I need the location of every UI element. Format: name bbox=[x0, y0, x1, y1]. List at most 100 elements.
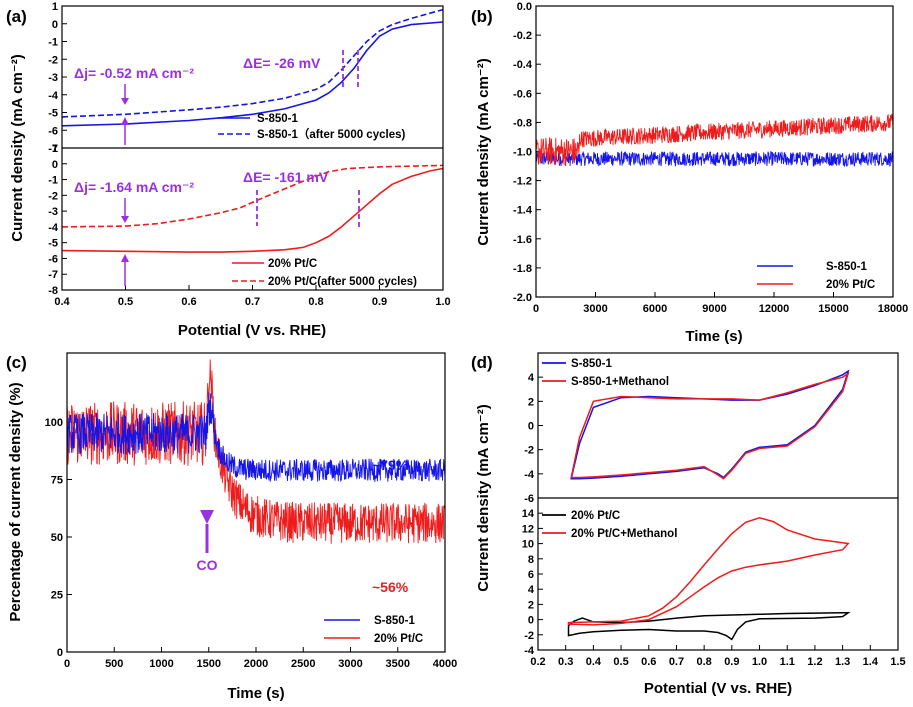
panel-b-frame bbox=[535, 5, 894, 298]
b-x-tick-label-1: 3000 bbox=[583, 303, 607, 315]
panel-d-frame bbox=[537, 352, 899, 651]
a-x-tick-label-1: 0.5 bbox=[118, 296, 133, 308]
panel-label-c: (c) bbox=[6, 353, 27, 372]
b-x-tick-label-5: 15000 bbox=[818, 303, 849, 315]
a-y-axis-label: Current density (mA cm⁻²) bbox=[9, 54, 26, 241]
d-bot-series-0 bbox=[567, 612, 851, 641]
b-y-axis-label: Current density (mA cm⁻²) bbox=[475, 58, 492, 245]
a-top-y-tick-label-2: -1 bbox=[48, 37, 58, 49]
c-x-tick-label-2: 1000 bbox=[149, 658, 173, 670]
panel-b: 0.0 -0.2 -0.4 -0.6 -0.8 -1.0 -1.2 -1.4 -1.6 -1.8 -… bbox=[475, 1, 908, 345]
a-top-y-tick-label-8: -7 bbox=[48, 143, 58, 155]
b-y-tick-label-4: -0.8 bbox=[513, 117, 532, 129]
b-x-axis-label: Time (s) bbox=[685, 328, 742, 345]
d-bot-y-tick-label-4: 6 bbox=[528, 569, 534, 581]
b-x-tick-label-4: 12000 bbox=[759, 303, 790, 315]
a-bot-y-tick-label-6: -5 bbox=[48, 238, 58, 250]
b-x-tick-label-0: 0 bbox=[533, 303, 539, 315]
c-x-tick-label-4: 2000 bbox=[244, 658, 268, 670]
c-x-tick-label-6: 3000 bbox=[338, 658, 362, 670]
d-bot-legend-label-0: 20% Pt/C bbox=[571, 510, 620, 522]
panel-d: 4 2 0 -2 -4 -6 14 12 10 8 6 4 2 0 -2 -4 0.2 0.3 0.4 0.5 0.… bbox=[475, 352, 906, 697]
a-top-y-tick-label-0: 1 bbox=[52, 1, 58, 13]
panel-label-a: (a) bbox=[6, 7, 27, 26]
a-bot-legend: 20% Pt/C 20% Pt/C(after 5000 cycles) bbox=[232, 258, 417, 288]
c-x-tick-label-3: 1500 bbox=[197, 658, 221, 670]
d-top-y-tick-label-4: -4 bbox=[524, 469, 535, 481]
d-bot-y-tick-label-3: 8 bbox=[528, 554, 534, 566]
a-top-legend: S-850-1 S-850-1（after 5000 cycles) bbox=[218, 113, 405, 141]
d-bot-y-tick-label-2: 10 bbox=[522, 539, 534, 551]
d-x-tick-label-11: 1.3 bbox=[835, 656, 850, 668]
a-top-series-1 bbox=[61, 8, 444, 118]
a-x-tick-label-5: 0.9 bbox=[372, 296, 387, 308]
a-bot-arrowhead-up bbox=[121, 254, 129, 262]
b-y-tick-label-1: -0.2 bbox=[513, 30, 532, 42]
a-bot-y-tick-label-2: -1 bbox=[48, 175, 58, 187]
a-bot-y-tick-label-8: -7 bbox=[48, 269, 58, 281]
d-bot-legend-label-1: 20% Pt/C+Methanol bbox=[571, 528, 677, 540]
d-top-y-tick-label-2: 0 bbox=[528, 421, 534, 433]
panel-label-b: (b) bbox=[471, 7, 493, 26]
panel-a: 1 0 -1 -2 -3 -4 -5 -6 -7 1 0 -1 -2 -3 -4 -5 -6 -7 -8 0.4 0… bbox=[9, 1, 451, 339]
c-legend: S-850-1 20% Pt/C bbox=[324, 615, 423, 645]
d-top-legend-label-1: S-850-1+Methanol bbox=[571, 376, 669, 388]
a-top-y-tick-label-5: -4 bbox=[48, 90, 59, 102]
c-x-tick-label-7: 3500 bbox=[386, 658, 410, 670]
b-y-tick-label-6: -1.2 bbox=[513, 176, 532, 188]
c-x-tick-label-0: 0 bbox=[64, 658, 70, 670]
b-legend: S-850-1 20% Pt/C bbox=[757, 261, 875, 291]
b-y-tick-label-9: -1.8 bbox=[513, 263, 532, 275]
a-x-tick-label-3: 0.7 bbox=[245, 296, 260, 308]
c-y-tick-label-0: 0 bbox=[57, 647, 63, 659]
a-top-y-tick-label-3: -2 bbox=[48, 54, 58, 66]
d-x-axis-label: Potential (V vs. RHE) bbox=[644, 680, 792, 697]
c-series-1 bbox=[66, 359, 446, 544]
c-co-arrowhead bbox=[200, 510, 214, 524]
c-x-axis-label: Time (s) bbox=[227, 685, 284, 702]
c-y-tick-label-4: 100 bbox=[45, 417, 63, 429]
c-red-pct: ~56% bbox=[372, 579, 409, 595]
a-bot-y-tick-label-5: -4 bbox=[48, 222, 59, 234]
c-blue-pct: ~79% bbox=[372, 457, 409, 473]
a-bot-legend-label-1: 20% Pt/C(after 5000 cycles) bbox=[268, 276, 417, 288]
c-y-tick-label-1: 25 bbox=[51, 590, 63, 602]
d-y-axis-label: Current density (mA cm⁻²) bbox=[475, 404, 492, 591]
d-top-y-tick-label-0: 4 bbox=[528, 372, 535, 384]
a-x-axis-label: Potential (V vs. RHE) bbox=[178, 322, 326, 339]
b-y-tick-label-7: -1.4 bbox=[513, 205, 533, 217]
a-top-series-0 bbox=[61, 21, 444, 127]
b-series-1 bbox=[535, 114, 894, 166]
c-x-tick-label-1: 500 bbox=[105, 658, 123, 670]
b-legend-label-1: 20% Pt/C bbox=[826, 279, 875, 291]
c-series-0 bbox=[66, 392, 446, 483]
a-top-y-tick-label-1: 0 bbox=[52, 19, 58, 31]
a-top-legend-label-1: S-850-1（after 5000 cycles) bbox=[257, 127, 405, 141]
b-y-tick-label-2: -0.4 bbox=[513, 59, 533, 71]
d-x-tick-label-6: 0.8 bbox=[697, 656, 712, 668]
d-bot-y-tick-label-7: 0 bbox=[528, 615, 534, 627]
d-x-tick-label-13: 1.5 bbox=[890, 656, 905, 668]
d-bot-y-tick-label-5: 4 bbox=[528, 584, 535, 596]
c-x-tick-label-5: 2500 bbox=[291, 658, 315, 670]
a-top-dj-annotation: Δj= -0.52 mA cm⁻² bbox=[74, 65, 194, 81]
a-bot-series-1 bbox=[61, 164, 444, 228]
d-bot-y-tick-label-9: -4 bbox=[524, 645, 535, 657]
a-top-y-tick-label-7: -6 bbox=[48, 125, 58, 137]
b-series-0 bbox=[535, 150, 894, 168]
c-y-tick-label-2: 50 bbox=[51, 532, 63, 544]
d-x-tick-label-9: 1.1 bbox=[780, 656, 795, 668]
d-x-tick-label-1: 0.3 bbox=[558, 656, 573, 668]
d-top-legend-label-0: S-850-1 bbox=[571, 358, 613, 370]
d-bot-legend: 20% Pt/C 20% Pt/C+Methanol bbox=[542, 510, 677, 540]
c-y-axis-label: Percentage of current density (%) bbox=[7, 382, 24, 621]
d-x-tick-label-0: 0.2 bbox=[530, 656, 545, 668]
a-bot-y-tick-label-1: 0 bbox=[52, 159, 58, 171]
b-y-tick-label-5: -1.0 bbox=[513, 147, 532, 159]
c-co-label: CO bbox=[197, 557, 218, 573]
d-top-y-tick-label-5: -6 bbox=[524, 493, 534, 505]
a-top-y-tick-label-6: -5 bbox=[48, 108, 58, 120]
b-y-tick-label-3: -0.6 bbox=[513, 88, 532, 100]
d-top-series-1 bbox=[570, 371, 850, 480]
